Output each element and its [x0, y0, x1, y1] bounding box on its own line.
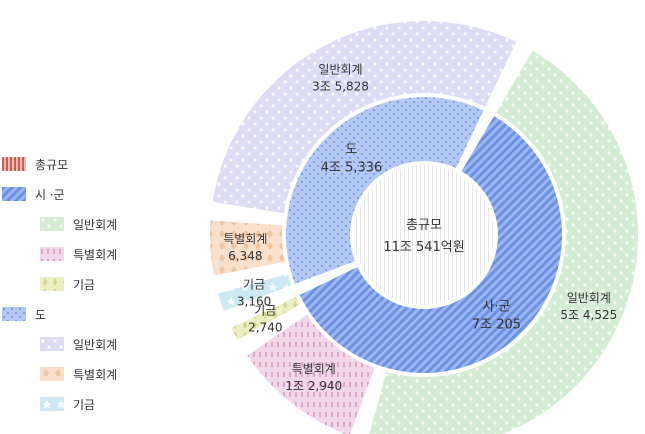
legend-swatch: [2, 157, 26, 171]
legend-label: 일반회계: [73, 337, 118, 352]
legend-item: 총규모: [2, 156, 68, 172]
legend-item: 시 ·군: [2, 186, 65, 202]
legend-swatch: [2, 307, 26, 321]
inner-label-value: 4조 5,336: [321, 160, 383, 175]
chart-center: 총규모 11조 541억원: [354, 165, 494, 305]
legend-label: 기금: [73, 277, 96, 292]
center-value: 11조 541억원: [383, 240, 464, 255]
outer-label-name: 기금: [243, 277, 265, 291]
legend-label: 일반회계: [73, 217, 118, 232]
outer-ring: [210, 21, 638, 434]
slice-sigun-general: [369, 50, 638, 434]
legend-swatch: [2, 187, 26, 201]
slice-do-special: [210, 220, 285, 276]
legend-label: 기금: [73, 397, 96, 412]
inner-label-value: 7조 205: [472, 318, 521, 333]
legend-swatch: [40, 277, 64, 291]
legend-label: 도: [35, 307, 47, 322]
inner-label-name: 도: [346, 142, 358, 157]
slice-do: [286, 96, 484, 284]
slice-do-fund: [218, 273, 292, 311]
outer-label-name: 일반회계: [318, 63, 362, 77]
legend-label: 특별회계: [73, 247, 118, 262]
legend-swatch: [40, 397, 64, 411]
outer-label-value: 3,160: [237, 294, 271, 308]
outer-label-value: 2,740: [248, 321, 282, 335]
outer-label-name: 기금: [254, 304, 276, 318]
legend-item: 특별회계: [40, 246, 117, 262]
slice-sigun-special: [247, 315, 375, 434]
outer-label-name: 특별회계: [223, 232, 267, 246]
legend-swatch: [40, 367, 64, 381]
legend-swatch: [40, 217, 64, 231]
outer-label-value: 3조 5,828: [312, 80, 369, 94]
legend-label: 총규모: [35, 157, 69, 172]
legend-item: 일반회계: [40, 216, 117, 232]
outer-label-value: 5조 4,525: [560, 308, 617, 322]
outer-label-value: 1조 2,940: [285, 379, 342, 393]
legend-item: 일반회계: [40, 336, 117, 352]
legend-swatch: [40, 247, 64, 261]
slice-sigun-fund: [231, 296, 301, 340]
legend-item: 기금: [40, 396, 95, 412]
center-title: 총규모: [406, 218, 442, 233]
slice-do-general: [212, 21, 517, 214]
inner-ring: [286, 96, 563, 374]
legend-item: 기금: [40, 276, 95, 292]
legend-label: 시 ·군: [35, 187, 65, 202]
legend-swatch: [40, 337, 64, 351]
legend-label: 특별회계: [73, 367, 118, 382]
outer-label-name: 일반회계: [567, 291, 611, 305]
outer-label-value: 6,348: [228, 249, 262, 263]
outer-label-name: 특별회계: [292, 362, 336, 376]
slice-sigun: [299, 116, 563, 374]
inner-label-name: 사·군: [482, 300, 510, 315]
legend-item: 도: [2, 306, 46, 322]
center-circle: [354, 165, 494, 305]
legend-item: 특별회계: [40, 366, 117, 382]
